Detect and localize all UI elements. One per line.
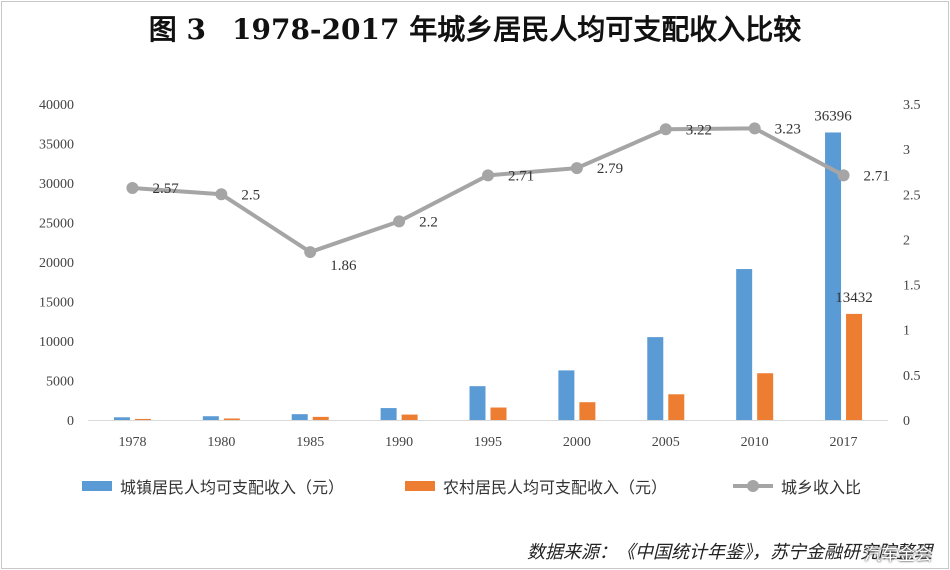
bar-rural — [668, 394, 685, 420]
bar-urban — [380, 408, 397, 420]
legend-rural-label: 农村居民人均可支配收入（元） — [443, 478, 668, 497]
x-tick-label: 1990 — [385, 435, 413, 450]
ratio-value-label: 2.2 — [419, 214, 438, 230]
legend-urban: 城镇居民人均可支配收入（元） — [82, 474, 344, 498]
y-left-tick-label: 40000 — [39, 98, 74, 113]
ratio-point — [126, 181, 139, 194]
bar-rural — [312, 416, 329, 420]
y-left-tick-label: 25000 — [39, 217, 74, 232]
bar-value-label: 36396 — [814, 108, 852, 124]
ratio-point — [304, 246, 317, 259]
x-tick-label: 2000 — [563, 435, 591, 450]
ratio-point — [482, 169, 494, 182]
bar-urban — [736, 269, 753, 420]
bar-value-label: 13432 — [835, 290, 873, 306]
y-right-tick-label: 3.5 — [903, 98, 921, 113]
x-tick-label: 1985 — [296, 435, 324, 450]
bar-urban — [291, 414, 308, 420]
ratio-point — [659, 123, 672, 136]
ratio-line — [132, 126, 845, 255]
legend-rural: 农村居民人均可支配收入（元） — [405, 474, 667, 498]
x-tick-label: 2010 — [741, 435, 769, 450]
chart-legend: 城镇居民人均可支配收入（元） 农村居民人均可支配收入（元） 城乡收入比 — [0, 474, 950, 498]
x-tick-label: 2017 — [830, 435, 858, 450]
bar-rural — [490, 407, 507, 420]
y-left-tick-label: 30000 — [39, 177, 74, 192]
ratio-value-label: 2.57 — [152, 181, 179, 197]
ratio-value-label: 3.23 — [775, 121, 801, 137]
legend-urban-swatch — [82, 481, 112, 491]
ratio-value-label: 3.22 — [686, 122, 712, 138]
y-right-tick-label: 1 — [903, 324, 910, 339]
bar-rural — [579, 402, 596, 420]
chart-title: 图 3 1978-2017 年城乡居民人均可支配收入比较 — [0, 8, 950, 48]
legend-urban-label: 城镇居民人均可支配收入（元） — [120, 478, 345, 497]
y-right-tick-label: 3 — [903, 143, 910, 158]
legend-ratio-label: 城乡收入比 — [781, 478, 862, 497]
source-note: 数据来源：《中国统计年鉴》，苏宁金融研究院整理 — [527, 542, 932, 563]
figure-number: 图 3 — [148, 13, 206, 46]
bar-rural — [846, 313, 863, 420]
y-left-tick-label: 15000 — [39, 296, 74, 311]
bar-urban — [113, 417, 130, 420]
ratio-value-label: 2.71 — [508, 168, 534, 184]
ratio-point — [837, 169, 850, 182]
ratio-point — [748, 122, 761, 135]
ratio-point — [215, 188, 228, 201]
x-tick-label: 1978 — [118, 435, 146, 450]
y-left-tick-label: 10000 — [39, 335, 74, 350]
title-text: 1978-2017 年城乡居民人均可支配收入比较 — [232, 13, 802, 46]
y-right-tick-label: 2.5 — [903, 188, 921, 203]
y-right-tick-label: 0 — [903, 414, 910, 429]
bar-rural — [401, 414, 418, 420]
watermark: 汽车金会 — [864, 545, 932, 565]
x-tick-label: 1995 — [474, 435, 502, 450]
y-left-tick-label: 0 — [67, 414, 74, 429]
legend-ratio: 城乡收入比 — [733, 474, 861, 498]
bar-urban — [825, 132, 842, 420]
bar-urban — [558, 370, 575, 420]
bar-rural — [757, 373, 774, 420]
bar-urban — [647, 337, 664, 420]
y-right-tick-label: 0.5 — [903, 369, 921, 384]
y-right-tick-label: 1.5 — [903, 279, 921, 294]
ratio-value-label: 1.86 — [330, 258, 357, 274]
x-tick-label: 1980 — [207, 435, 235, 450]
legend-rural-swatch — [405, 481, 435, 491]
y-left-tick-label: 5000 — [46, 375, 74, 390]
ratio-point — [570, 162, 583, 175]
ratio-value-label: 2.5 — [241, 187, 260, 203]
legend-ratio-swatch — [733, 480, 773, 492]
ratio-value-label: 2.79 — [597, 161, 623, 177]
x-tick-label: 2005 — [652, 435, 680, 450]
y-left-tick-label: 35000 — [39, 138, 74, 153]
bar-urban — [469, 386, 486, 420]
bar-urban — [202, 416, 219, 420]
ratio-point — [393, 215, 406, 228]
y-right-tick-label: 2 — [903, 233, 910, 248]
bar-rural — [134, 418, 151, 420]
y-left-tick-label: 20000 — [39, 256, 74, 271]
ratio-value-label: 2.71 — [864, 168, 890, 184]
bar-rural — [223, 418, 240, 420]
